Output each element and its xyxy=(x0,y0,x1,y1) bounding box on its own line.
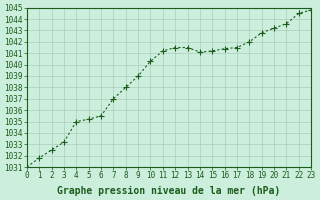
X-axis label: Graphe pression niveau de la mer (hPa): Graphe pression niveau de la mer (hPa) xyxy=(57,186,281,196)
